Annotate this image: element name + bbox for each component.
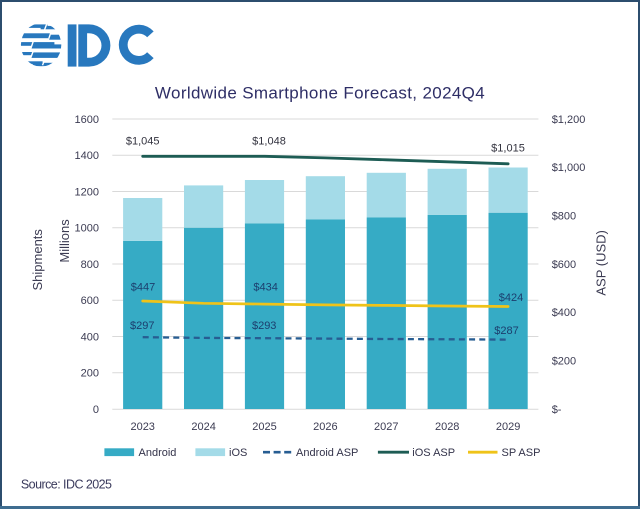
svg-text:$1,200: $1,200 xyxy=(552,114,586,126)
svg-text:1000: 1000 xyxy=(75,223,99,235)
svg-text:800: 800 xyxy=(81,259,99,271)
svg-text:200: 200 xyxy=(81,368,99,380)
svg-text:iOS: iOS xyxy=(229,447,247,459)
svg-text:1200: 1200 xyxy=(75,186,99,198)
svg-text:$1,000: $1,000 xyxy=(552,162,586,174)
svg-text:Worldwide Smartphone Forecast,: Worldwide Smartphone Forecast, 2024Q4 xyxy=(155,84,485,103)
svg-text:$1,045: $1,045 xyxy=(126,135,160,147)
svg-text:Android ASP: Android ASP xyxy=(296,447,358,459)
svg-text:$447: $447 xyxy=(131,281,155,293)
svg-text:Source: IDC 2025: Source: IDC 2025 xyxy=(21,478,112,492)
svg-text:Shipments: Shipments xyxy=(30,229,45,291)
svg-text:2028: 2028 xyxy=(435,421,459,433)
svg-text:$293: $293 xyxy=(252,320,276,332)
svg-text:$297: $297 xyxy=(130,320,154,332)
svg-text:$400: $400 xyxy=(552,307,576,319)
svg-text:SP ASP: SP ASP xyxy=(502,447,541,459)
svg-text:0: 0 xyxy=(93,404,99,416)
svg-text:$287: $287 xyxy=(494,325,518,337)
svg-text:$-: $- xyxy=(552,404,562,416)
svg-text:1400: 1400 xyxy=(75,150,99,162)
svg-text:$1,015: $1,015 xyxy=(491,143,525,155)
svg-text:Android: Android xyxy=(139,447,177,459)
svg-text:$600: $600 xyxy=(552,259,576,271)
svg-text:$1,048: $1,048 xyxy=(252,135,286,147)
svg-text:2026: 2026 xyxy=(313,421,337,433)
svg-text:$434: $434 xyxy=(253,281,277,293)
svg-text:2024: 2024 xyxy=(191,421,215,433)
svg-text:600: 600 xyxy=(81,295,99,307)
svg-text:2025: 2025 xyxy=(252,421,276,433)
svg-text:$200: $200 xyxy=(552,356,576,368)
svg-text:ASP (USD): ASP (USD) xyxy=(594,230,609,296)
svg-text:2023: 2023 xyxy=(130,421,154,433)
svg-text:iOS ASP: iOS ASP xyxy=(412,447,455,459)
svg-text:1600: 1600 xyxy=(75,114,99,126)
svg-text:$800: $800 xyxy=(552,211,576,223)
svg-text:2029: 2029 xyxy=(496,421,520,433)
svg-text:2027: 2027 xyxy=(374,421,398,433)
svg-text:400: 400 xyxy=(81,331,99,343)
svg-text:Millions: Millions xyxy=(57,219,72,263)
svg-text:$424: $424 xyxy=(499,292,523,304)
